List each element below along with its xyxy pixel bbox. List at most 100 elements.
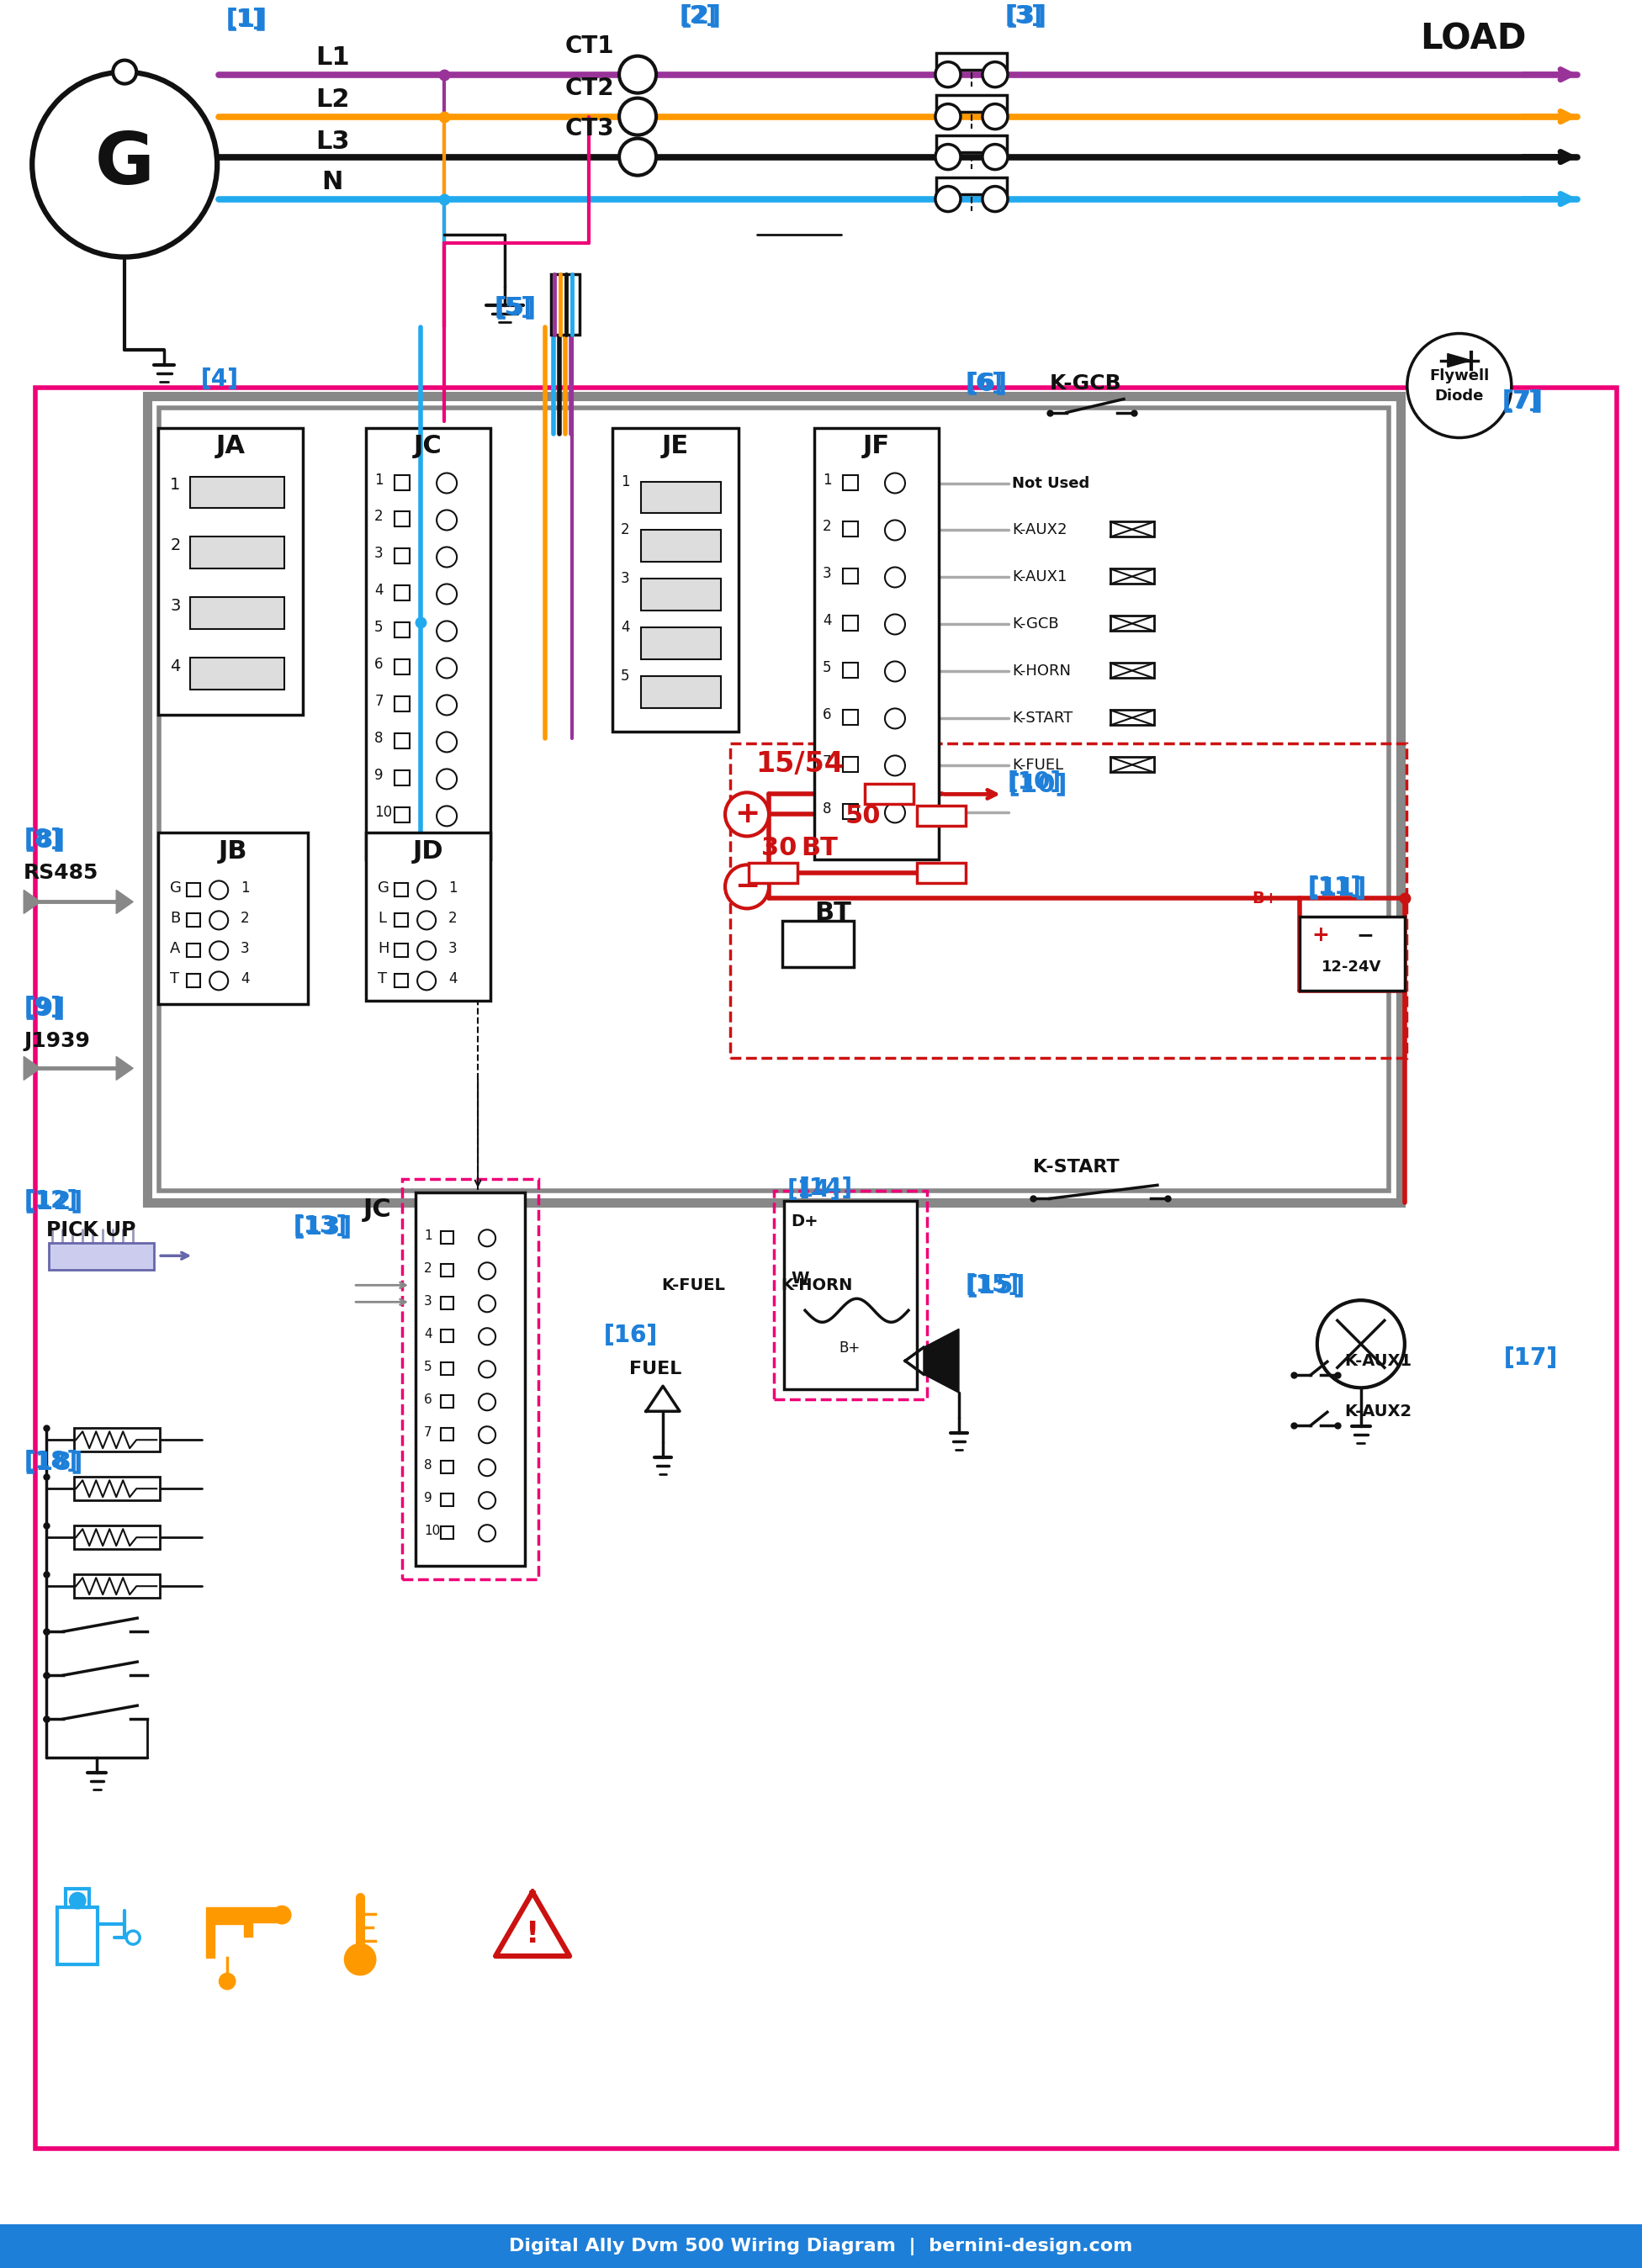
Text: CT3: CT3	[565, 116, 614, 141]
Text: K-START: K-START	[1011, 710, 1072, 726]
Text: 9: 9	[374, 769, 383, 782]
Bar	[394, 696, 410, 712]
Text: JC: JC	[414, 433, 442, 458]
Text: G: G	[171, 880, 182, 896]
Text: 5: 5	[374, 619, 383, 635]
Bar	[394, 771, 410, 785]
Circle shape	[726, 792, 768, 837]
Text: [15]: [15]	[965, 1272, 1020, 1297]
Circle shape	[113, 61, 136, 84]
Circle shape	[885, 755, 905, 776]
Circle shape	[885, 662, 905, 680]
Circle shape	[126, 1930, 140, 1944]
Bar	[394, 513, 410, 526]
Circle shape	[479, 1393, 496, 1411]
Text: Digital Ally Dvm 500 Wiring Diagram  |  bernini-design.com: Digital Ally Dvm 500 Wiring Diagram | be…	[509, 2236, 1133, 2254]
Text: [10]: [10]	[1008, 771, 1067, 796]
Text: [18]: [18]	[23, 1449, 77, 1474]
Polygon shape	[117, 889, 133, 914]
Circle shape	[982, 104, 1008, 129]
Text: 1: 1	[171, 476, 181, 492]
Bar	[440, 1363, 453, 1374]
Circle shape	[479, 1524, 496, 1542]
Text: K-FUEL: K-FUEL	[1011, 758, 1064, 773]
Text: BT: BT	[814, 900, 851, 925]
Bar	[440, 1495, 453, 1506]
Text: T: T	[171, 971, 179, 987]
Text: 7: 7	[374, 694, 383, 710]
Circle shape	[210, 941, 228, 959]
Text: [4]: [4]	[200, 367, 238, 390]
Circle shape	[437, 694, 456, 714]
Circle shape	[479, 1427, 496, 1442]
Bar	[1110, 662, 1154, 678]
Text: J1939: J1939	[23, 1032, 90, 1052]
Bar	[814, 429, 939, 860]
Circle shape	[885, 519, 905, 540]
Bar	[57, 1907, 99, 1964]
Circle shape	[437, 583, 456, 603]
Bar	[394, 585, 410, 601]
Text: K-AUX1: K-AUX1	[1345, 1352, 1412, 1370]
Bar	[415, 1193, 525, 1565]
Bar	[158, 832, 309, 1005]
Bar	[916, 805, 965, 826]
Text: [9]: [9]	[23, 996, 66, 1021]
Text: 5: 5	[823, 660, 831, 676]
Bar	[640, 628, 721, 660]
Text: [3]: [3]	[1005, 5, 1043, 27]
Text: RS485: RS485	[23, 864, 99, 882]
Bar	[783, 1202, 916, 1390]
Text: K-FUEL: K-FUEL	[662, 1277, 726, 1293]
Text: W: W	[791, 1270, 810, 1286]
Text: [4]: [4]	[200, 367, 238, 390]
Circle shape	[885, 803, 905, 823]
Text: K-HORN: K-HORN	[1011, 665, 1071, 678]
Text: 2: 2	[621, 522, 631, 538]
Bar	[612, 429, 739, 733]
Bar	[782, 921, 854, 968]
Bar	[440, 1395, 453, 1408]
Text: 7: 7	[424, 1427, 432, 1438]
Bar	[187, 914, 200, 928]
Circle shape	[210, 912, 228, 930]
Circle shape	[1317, 1300, 1404, 1388]
Text: [5]: [5]	[494, 295, 532, 320]
Bar	[74, 1476, 159, 1501]
Text: 2: 2	[171, 538, 181, 553]
Text: 1: 1	[448, 880, 458, 896]
Circle shape	[982, 186, 1008, 211]
Text: 1: 1	[374, 472, 383, 488]
Circle shape	[417, 971, 435, 991]
Text: [8]: [8]	[23, 828, 61, 850]
Bar	[440, 1329, 453, 1343]
Circle shape	[936, 186, 961, 211]
Text: [11]: [11]	[1309, 875, 1368, 900]
Circle shape	[479, 1263, 496, 1279]
Bar	[394, 807, 410, 823]
Text: 4: 4	[171, 658, 181, 674]
Bar	[640, 578, 721, 610]
Bar	[842, 805, 859, 819]
Text: 3: 3	[374, 547, 383, 560]
Circle shape	[71, 1894, 85, 1907]
Bar	[394, 474, 410, 490]
Text: [6]: [6]	[965, 372, 1007, 395]
Text: 3: 3	[241, 941, 250, 957]
Bar	[394, 660, 410, 676]
Text: 1: 1	[241, 880, 250, 896]
Text: 6: 6	[374, 658, 383, 671]
Text: 6: 6	[424, 1393, 432, 1406]
Text: 5: 5	[424, 1361, 432, 1372]
Text: JF: JF	[864, 433, 890, 458]
Bar	[552, 274, 580, 333]
Circle shape	[210, 880, 228, 900]
Bar	[842, 569, 859, 583]
Text: [7]: [7]	[1502, 388, 1543, 413]
Text: D+: D+	[791, 1213, 818, 1229]
Text: 3: 3	[424, 1295, 432, 1306]
Bar	[440, 1526, 453, 1540]
Circle shape	[479, 1295, 496, 1313]
Text: [13]: [13]	[292, 1216, 346, 1238]
Bar	[148, 395, 1401, 1202]
